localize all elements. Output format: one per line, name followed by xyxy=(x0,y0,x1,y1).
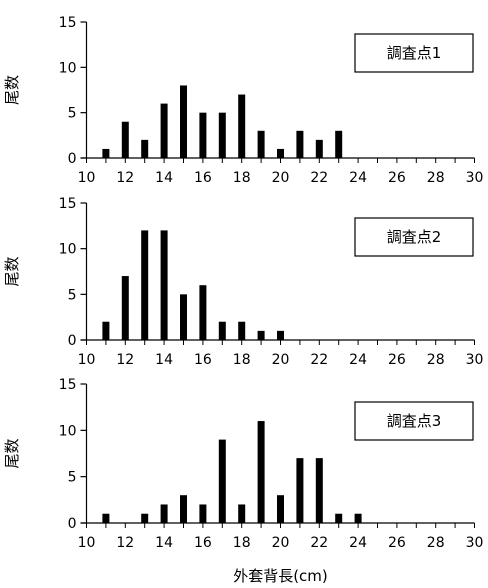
y-tick-label: 5 xyxy=(68,470,77,486)
bar-14 xyxy=(160,504,168,523)
bar-22 xyxy=(315,458,323,523)
x-tick-label: 16 xyxy=(194,535,212,551)
y-tick-label: 5 xyxy=(68,287,77,303)
x-tick-label: 22 xyxy=(310,535,328,551)
bar-19 xyxy=(257,130,265,158)
bar-15 xyxy=(180,294,187,340)
x-tick-label: 30 xyxy=(466,170,484,186)
x-tick-label: 22 xyxy=(310,170,328,186)
x-tick-label: 24 xyxy=(349,535,367,551)
bar-21 xyxy=(296,130,304,158)
legend-box xyxy=(354,401,474,441)
x-tick-label: 26 xyxy=(388,352,406,368)
x-tick-label: 10 xyxy=(78,535,96,551)
legend-label: 調査点2 xyxy=(387,228,442,246)
y-tick-label: 10 xyxy=(59,242,77,258)
bar-11 xyxy=(102,513,110,523)
x-tick-label: 20 xyxy=(272,352,290,368)
y-tick-label: 0 xyxy=(68,333,77,349)
x-tick-label: 12 xyxy=(116,535,134,551)
x-tick-label: 14 xyxy=(155,535,173,551)
y-axis-label: 尾数 xyxy=(3,256,21,286)
bar-21 xyxy=(296,458,304,523)
legend-box xyxy=(354,217,474,257)
y-axis-label: 尾数 xyxy=(3,438,21,468)
legend-label: 調査点3 xyxy=(387,412,442,430)
panel-1: 0 5 10 15 10 12 14 16 18 20 22 24 26 28 30 尾数 調査点1 xyxy=(3,15,483,186)
x-tick-label: 30 xyxy=(466,352,484,368)
x-tick-label: 18 xyxy=(233,352,251,368)
bar-17 xyxy=(218,112,226,158)
x-tick-label: 28 xyxy=(427,170,445,186)
y-tick-label: 10 xyxy=(59,60,77,76)
y-tick-label: 0 xyxy=(68,516,77,532)
bar-13 xyxy=(141,139,149,158)
x-tick-label: 12 xyxy=(116,352,134,368)
bar-11 xyxy=(102,321,110,340)
bar-23 xyxy=(335,513,343,523)
panel-3: 0 5 10 15 10 12 14 16 18 20 22 24 26 28 30 尾数 調査点3 外套背長(c… xyxy=(3,377,483,585)
bar-15 xyxy=(180,495,187,523)
x-tick-label: 24 xyxy=(349,352,367,368)
bar-13 xyxy=(141,230,149,340)
bar-14 xyxy=(160,103,168,158)
bar-20 xyxy=(277,495,284,523)
y-axis-label: 尾数 xyxy=(3,75,21,105)
x-axis-label: 外套背長(cm) xyxy=(233,567,328,585)
bar-16 xyxy=(199,112,207,158)
bar-14 xyxy=(160,230,168,340)
x-tick-label: 24 xyxy=(349,170,367,186)
x-tick-label: 30 xyxy=(466,535,484,551)
x-tick-label: 14 xyxy=(155,170,173,186)
bar-16 xyxy=(199,285,207,340)
x-tick-label: 26 xyxy=(388,170,406,186)
x-tick-label: 26 xyxy=(388,535,406,551)
x-tick-label: 10 xyxy=(78,170,96,186)
bar-19 xyxy=(257,330,265,340)
panel-2: 0 5 10 15 10 12 14 16 18 20 22 24 26 28 30 尾数 調査点2 xyxy=(3,196,483,368)
y-tick-label: 10 xyxy=(59,423,77,439)
x-tick-label: 28 xyxy=(427,535,445,551)
bar-22 xyxy=(315,139,323,158)
x-tick-label: 20 xyxy=(272,170,290,186)
x-tick-label: 14 xyxy=(155,352,173,368)
x-tick-label: 16 xyxy=(194,352,212,368)
legend-box xyxy=(354,33,474,73)
bar-24 xyxy=(354,513,362,523)
y-tick-label: 5 xyxy=(68,106,77,122)
bar-13 xyxy=(141,513,149,523)
x-tick-label: 16 xyxy=(194,170,212,186)
bar-23 xyxy=(335,130,343,158)
bar-17 xyxy=(218,439,226,523)
bar-18 xyxy=(238,321,246,340)
y-tick-label: 15 xyxy=(59,15,77,31)
legend-label: 調査点1 xyxy=(387,44,442,62)
x-tick-label: 12 xyxy=(116,170,134,186)
bar-12 xyxy=(121,121,129,158)
x-tick-label: 20 xyxy=(272,535,290,551)
bar-19 xyxy=(257,421,265,523)
x-tick-label: 18 xyxy=(233,170,251,186)
y-tick-label: 0 xyxy=(68,151,77,167)
bar-11 xyxy=(102,148,110,158)
bar-20 xyxy=(277,148,284,158)
bar-15 xyxy=(180,85,187,158)
bar-18 xyxy=(238,504,246,523)
y-tick-label: 15 xyxy=(59,196,77,212)
bar-16 xyxy=(199,504,207,523)
bar-12 xyxy=(121,276,129,340)
x-tick-label: 28 xyxy=(427,352,445,368)
x-tick-label: 22 xyxy=(310,352,328,368)
bar-17 xyxy=(218,321,226,340)
x-tick-label: 18 xyxy=(233,535,251,551)
bar-18 xyxy=(238,94,246,158)
bar-20 xyxy=(277,330,284,340)
y-tick-label: 15 xyxy=(59,377,77,393)
x-tick-label: 10 xyxy=(78,352,96,368)
